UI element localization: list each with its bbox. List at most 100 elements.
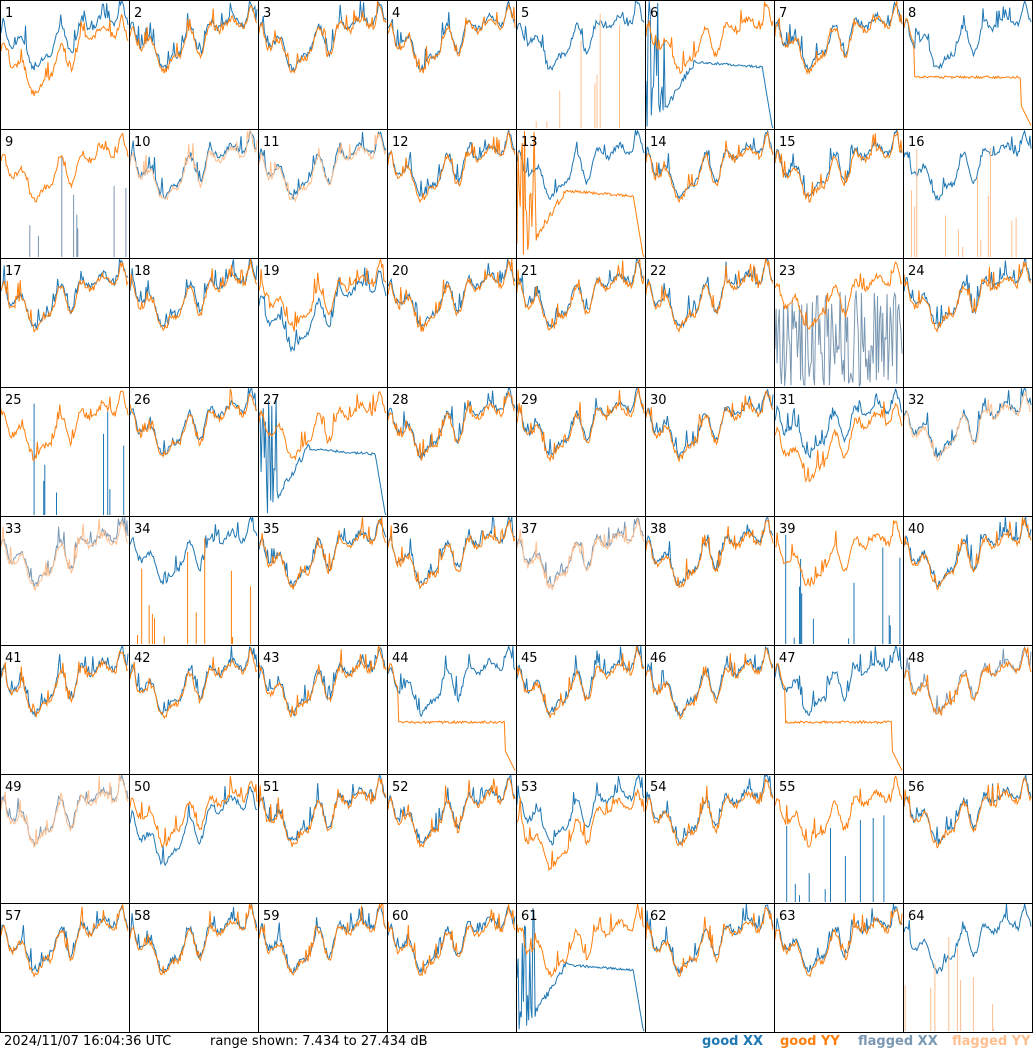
legend-flagged-yy: flagged YY (952, 1034, 1031, 1049)
series-xx-21 (516, 258, 645, 329)
panel-label-47: 47 (779, 651, 796, 666)
panel-label-2: 2 (134, 6, 142, 21)
panel-frame-2 (129, 0, 259, 130)
panel-6: 6 (645, 0, 775, 130)
panel-label-11: 11 (263, 135, 280, 150)
series-xx-25 (33, 403, 125, 515)
panel-34: 34 (129, 515, 259, 646)
series-yy-30 (645, 390, 774, 463)
series-yy-45 (516, 645, 645, 719)
series-xx-31 (774, 388, 903, 459)
series-xx-53 (516, 773, 645, 847)
series-xx-50 (129, 786, 258, 867)
series-yy-47 (774, 662, 903, 771)
series-xx-44 (387, 644, 516, 718)
series-yy-24 (903, 261, 1032, 334)
series-xx-6 (645, 1, 774, 129)
panel-label-18: 18 (134, 264, 151, 279)
panel-label-32: 32 (908, 393, 925, 408)
panel-label-34: 34 (134, 522, 151, 537)
panel-15: 15 (774, 128, 904, 259)
panel-11: 11 (258, 129, 388, 259)
panel-label-42: 42 (134, 651, 151, 666)
panel-label-3: 3 (263, 6, 271, 21)
panel-8: 8 (903, 0, 1033, 130)
panel-label-17: 17 (5, 264, 22, 279)
series-yy-34 (137, 538, 252, 644)
panel-label-27: 27 (263, 393, 280, 408)
panel-label-61: 61 (521, 909, 538, 924)
panel-label-1: 1 (5, 6, 13, 21)
series-xx-13 (516, 129, 645, 201)
series-yy-52 (387, 778, 516, 849)
panel-10: 10 (129, 128, 259, 259)
panel-36: 36 (387, 515, 517, 646)
series-yy-14 (645, 130, 774, 204)
panel-label-22: 22 (650, 264, 667, 279)
panel-47: 47 (774, 644, 904, 775)
panel-label-36: 36 (392, 522, 409, 537)
series-yy-39 (774, 520, 903, 587)
series-yy-44 (387, 662, 516, 771)
series-yy-23 (774, 261, 903, 330)
series-yy-13 (516, 131, 645, 258)
series-xx-19 (258, 267, 387, 353)
series-yy-6 (645, 1, 774, 75)
series-xx-17 (0, 258, 129, 329)
series-yy-61 (516, 903, 645, 978)
series-xx-47 (774, 644, 903, 717)
series-yy-50 (129, 776, 258, 849)
footer: 2024/11/07 16:04:36 UTC range shown: 7.4… (0, 1033, 1033, 1053)
panel-frame-9 (0, 129, 130, 259)
panel-1: 1 (0, 0, 130, 130)
panel-19: 19 (258, 258, 388, 388)
panel-23: 23 (774, 258, 904, 388)
panel-label-15: 15 (779, 135, 796, 150)
panel-label-50: 50 (134, 780, 151, 795)
panel-51: 51 (258, 773, 388, 904)
series-yy-26 (129, 388, 258, 458)
range-text: range shown: 7.434 to 27.434 dB (210, 1034, 428, 1049)
panel-label-54: 54 (650, 780, 667, 795)
panel-label-28: 28 (392, 393, 409, 408)
panel-label-30: 30 (650, 393, 667, 408)
panel-label-57: 57 (5, 909, 22, 924)
panel-43: 43 (258, 644, 388, 775)
panel-37: 37 (516, 516, 646, 646)
panel-frame-3 (258, 0, 388, 130)
series-xx-23 (774, 290, 903, 388)
panel-42: 42 (129, 645, 259, 775)
panel-64: 64 (903, 903, 1033, 1033)
panel-7: 7 (774, 0, 904, 130)
series-yy-15 (774, 131, 903, 203)
series-yy-32 (903, 391, 1032, 462)
series-yy-2 (129, 5, 258, 74)
series-yy-57 (0, 904, 129, 978)
series-yy-16 (911, 148, 1017, 257)
panel-52: 52 (387, 773, 517, 904)
panel-27: 27 (258, 387, 388, 517)
panel-57: 57 (0, 903, 130, 1033)
series-yy-21 (516, 258, 645, 332)
panel-label-55: 55 (779, 780, 796, 795)
series-yy-31 (774, 401, 903, 483)
panel-5: 5 (516, 0, 646, 130)
series-yy-5 (535, 14, 620, 128)
series-yy-38 (645, 519, 774, 589)
series-yy-60 (387, 904, 516, 977)
legend-good-xx: good XX (702, 1034, 764, 1049)
series-xx-1 (0, 0, 129, 71)
panel-label-63: 63 (779, 909, 796, 924)
series-yy-48 (903, 647, 1032, 716)
panel-label-24: 24 (908, 264, 925, 279)
panel-58: 58 (129, 902, 259, 1033)
series-yy-8 (903, 17, 1032, 126)
panel-label-16: 16 (908, 135, 925, 150)
panel-label-26: 26 (134, 393, 151, 408)
series-yy-40 (903, 516, 1032, 591)
panel-13: 13 (516, 129, 646, 259)
series-xx-27 (258, 397, 387, 516)
series-yy-43 (258, 644, 387, 718)
panel-label-60: 60 (392, 909, 409, 924)
panel-41: 41 (0, 645, 130, 775)
